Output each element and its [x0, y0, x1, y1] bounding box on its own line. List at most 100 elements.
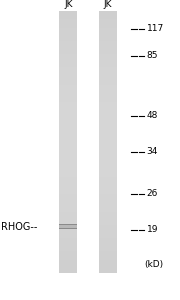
Bar [59, 151, 77, 155]
Bar [99, 111, 117, 116]
Bar [59, 111, 77, 116]
Text: 48: 48 [147, 111, 158, 120]
Bar [59, 89, 77, 94]
Bar [59, 19, 77, 24]
Bar [59, 268, 77, 273]
Bar [59, 247, 77, 251]
Bar [99, 137, 117, 142]
Bar [59, 194, 77, 199]
Bar [99, 177, 117, 181]
Bar [59, 177, 77, 181]
Bar [59, 225, 77, 228]
Text: JK: JK [104, 0, 112, 9]
Bar [99, 203, 117, 207]
Bar [99, 41, 117, 46]
Bar [99, 168, 117, 172]
Bar [59, 116, 77, 120]
Bar [59, 58, 77, 63]
Bar [99, 264, 117, 268]
Text: 85: 85 [147, 51, 158, 60]
Bar [99, 28, 117, 32]
Bar [59, 41, 77, 46]
Bar [59, 212, 77, 216]
Bar [59, 50, 77, 54]
Bar [59, 234, 77, 238]
Bar [99, 133, 117, 137]
Bar [99, 94, 117, 98]
Bar [59, 199, 77, 203]
Bar [99, 11, 117, 15]
Bar [99, 247, 117, 251]
Bar [99, 32, 117, 37]
Bar [59, 142, 77, 146]
Bar [99, 63, 117, 68]
Bar [59, 155, 77, 159]
Bar [99, 146, 117, 151]
Bar [99, 190, 117, 194]
Bar [59, 37, 77, 41]
Bar [59, 11, 77, 15]
Bar [99, 11, 117, 273]
Bar [99, 181, 117, 185]
Text: 26: 26 [147, 189, 158, 198]
Bar [99, 102, 117, 107]
Bar [59, 251, 77, 256]
Bar [59, 216, 77, 220]
Text: 117: 117 [147, 24, 164, 33]
Bar [99, 58, 117, 63]
Bar [99, 124, 117, 129]
Bar [59, 146, 77, 151]
Bar [99, 68, 117, 72]
Bar [99, 76, 117, 80]
Text: RHOG--: RHOG-- [1, 221, 37, 232]
Bar [59, 220, 77, 225]
Bar [59, 63, 77, 68]
Bar [99, 251, 117, 256]
Bar [99, 80, 117, 85]
Text: (kD): (kD) [144, 260, 163, 268]
Bar [59, 107, 77, 111]
Bar [99, 37, 117, 41]
Bar [99, 220, 117, 225]
Bar [99, 107, 117, 111]
Bar [59, 46, 77, 50]
Text: 34: 34 [147, 147, 158, 156]
Bar [59, 159, 77, 164]
Bar [59, 54, 77, 58]
Bar [99, 142, 117, 146]
Bar [59, 224, 77, 229]
Bar [59, 11, 77, 273]
Text: 19: 19 [147, 225, 158, 234]
Bar [59, 15, 77, 19]
Bar [59, 80, 77, 85]
Bar [99, 256, 117, 260]
Bar [99, 199, 117, 203]
Bar [99, 229, 117, 234]
Bar [59, 102, 77, 107]
Bar [59, 207, 77, 212]
Text: JK: JK [64, 0, 73, 9]
Bar [59, 133, 77, 137]
Bar [99, 212, 117, 216]
Bar [59, 181, 77, 185]
Bar [59, 190, 77, 194]
Bar [99, 46, 117, 50]
Bar [59, 242, 77, 247]
Bar [99, 15, 117, 19]
Bar [99, 185, 117, 190]
Bar [59, 85, 77, 89]
Bar [59, 28, 77, 32]
Bar [99, 72, 117, 76]
Bar [59, 256, 77, 260]
Bar [59, 72, 77, 76]
Bar [99, 260, 117, 264]
Bar [59, 24, 77, 28]
Bar [99, 120, 117, 124]
Bar [99, 98, 117, 102]
Bar [99, 172, 117, 177]
Bar [59, 203, 77, 207]
Bar [59, 68, 77, 72]
Bar [59, 264, 77, 268]
Bar [59, 32, 77, 37]
Bar [99, 24, 117, 28]
